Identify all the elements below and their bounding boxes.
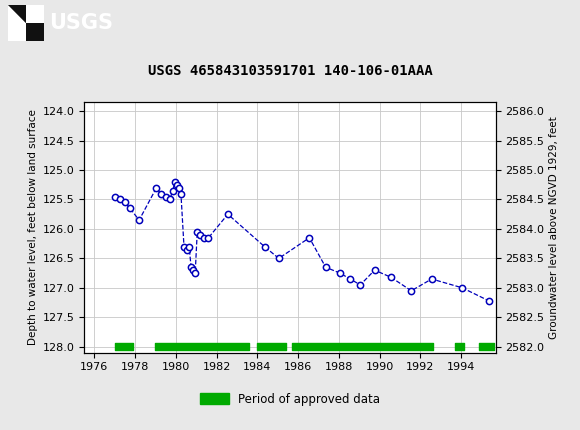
Text: USGS 465843103591701 140-106-01AAA: USGS 465843103591701 140-106-01AAA <box>148 64 432 78</box>
Y-axis label: Depth to water level, feet below land surface: Depth to water level, feet below land su… <box>28 110 38 345</box>
Polygon shape <box>8 5 26 23</box>
Bar <box>8 5 26 23</box>
Text: USGS: USGS <box>49 13 113 33</box>
Y-axis label: Groundwater level above NGVD 1929, feet: Groundwater level above NGVD 1929, feet <box>549 116 559 339</box>
Legend: Period of approved data: Period of approved data <box>195 388 385 411</box>
Bar <box>8 5 44 41</box>
Bar <box>26 23 44 41</box>
